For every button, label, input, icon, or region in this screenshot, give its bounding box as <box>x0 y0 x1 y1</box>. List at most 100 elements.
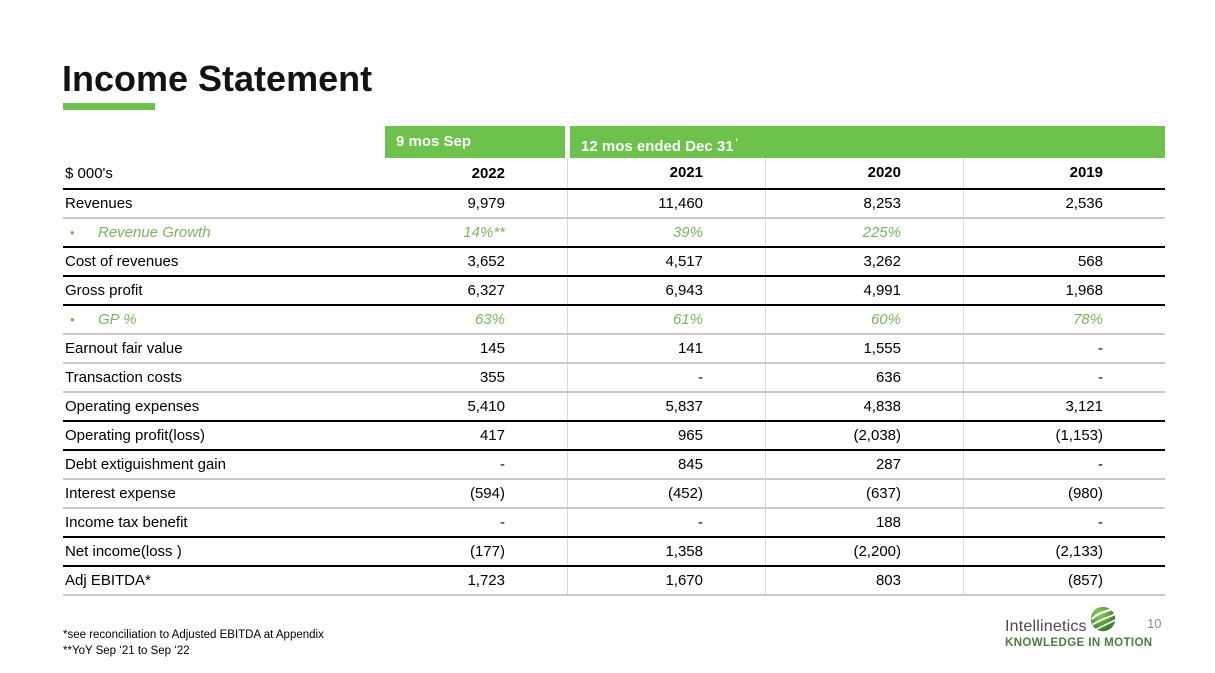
row-value-2019: - <box>963 364 1165 391</box>
footnote-mark: ' <box>735 137 738 147</box>
row-label-text: GP % <box>98 311 137 328</box>
row-value-2020: 60% <box>765 306 963 333</box>
row-value-2021: - <box>567 509 765 536</box>
row-label: Cost of revenues <box>63 253 385 270</box>
table-row: Interest expense (594) (452) (637) (980) <box>63 480 1165 509</box>
table-group-header-row: 9 mos Sep 12 mos ended Dec 31 ' <box>63 126 1165 158</box>
unit-label: $ 000's <box>65 164 113 182</box>
table-body: Revenues 9,979 11,460 8,253 2,536 • Revenue Gr… <box>63 190 1165 596</box>
row-value-2022: 63% <box>474 311 505 328</box>
row-value-2021: 39% <box>567 219 765 246</box>
row-label-text: Interest expense <box>65 485 176 502</box>
row-label: Operating profit(loss) <box>63 427 385 444</box>
row-label: Interest expense <box>63 485 385 502</box>
year-header-2021: 2021 <box>567 158 765 188</box>
group-header-label: 12 mos ended Dec 31 <box>581 138 734 155</box>
row-label: Earnout fair value <box>63 340 385 357</box>
row-value-2021: 1,358 <box>567 538 765 565</box>
row-value-2021: 4,517 <box>567 248 765 275</box>
row-label: Debt extiguishment gain <box>63 456 385 473</box>
row-value-2021: 141 <box>567 335 765 362</box>
row-value-2019: (2,133) <box>963 538 1165 565</box>
table-row: • GP % 63% 61% 60% 78% <box>63 306 1165 335</box>
row-value-2021: 845 <box>567 451 765 478</box>
row-value-2019: 568 <box>963 248 1165 275</box>
bullet-icon: • <box>70 312 75 327</box>
row-label: Transaction costs <box>63 369 385 386</box>
row-label-text: Adj EBITDA* <box>65 572 151 589</box>
row-label: Adj EBITDA* <box>63 572 385 589</box>
row-value-2019: (980) <box>963 480 1165 507</box>
row-value-2022: - <box>500 514 505 531</box>
row-value-2022: 417 <box>479 427 505 444</box>
row-label-text: Operating profit(loss) <box>65 427 206 444</box>
row-value-2019: 3,121 <box>963 393 1165 420</box>
table-row: Net income(loss ) (177) 1,358 (2,200) (2,133… <box>63 538 1165 567</box>
row-value-2020: 4,991 <box>765 277 963 304</box>
row-value-2020: (637) <box>765 480 963 507</box>
table-row: Operating profit(loss) 417 965 (2,038) (1,15… <box>63 422 1165 451</box>
row-value-2022: 1,723 <box>467 572 505 589</box>
row-label-text: Earnout fair value <box>65 340 183 357</box>
row-label: • Revenue Growth <box>63 224 385 241</box>
row-value-2021: 1,670 <box>567 567 765 594</box>
table-row: Operating expenses 5,410 5,837 4,838 3,121 <box>63 393 1165 422</box>
row-label-text: Debt extiguishment gain <box>65 456 226 473</box>
row-value-2021: (452) <box>567 480 765 507</box>
row-label: Operating expenses <box>63 398 385 415</box>
bullet-icon: • <box>70 225 75 240</box>
footnotes: *see reconciliation to Adjusted EBITDA a… <box>63 627 324 659</box>
row-value-2020: 1,555 <box>765 335 963 362</box>
row-value-2020: 188 <box>765 509 963 536</box>
row-value-2020: 8,253 <box>765 190 963 217</box>
row-value-2019: 1,968 <box>963 277 1165 304</box>
table-row: Income tax benefit - -188- <box>63 509 1165 538</box>
row-value-2022: 3,652 <box>467 253 505 270</box>
page-number: 10 <box>1147 616 1162 631</box>
row-value-2020: (2,038) <box>765 422 963 449</box>
row-value-2019: (1,153) <box>963 422 1165 449</box>
row-value-2020: 4,838 <box>765 393 963 420</box>
row-label: Income tax benefit <box>63 514 385 531</box>
row-label: Net income(loss ) <box>63 543 385 560</box>
row-value-2020: 287 <box>765 451 963 478</box>
row-value-2019: - <box>963 509 1165 536</box>
title-underline <box>63 103 155 110</box>
row-label-text: Operating expenses <box>65 398 200 415</box>
table-row: Adj EBITDA* 1,723 1,670 803 (857) <box>63 567 1165 596</box>
table-row: Earnout fair value 145 141 1,555- <box>63 335 1165 364</box>
row-label: Gross profit <box>63 282 385 299</box>
row-value-2020: 803 <box>765 567 963 594</box>
footnote-1: *see reconciliation to Adjusted EBITDA a… <box>63 629 324 641</box>
row-value-2019: 2,536 <box>963 190 1165 217</box>
row-value-2022: 14%** <box>463 224 505 241</box>
row-value-2022: (594) <box>469 485 505 502</box>
group-header-9mos: 9 mos Sep <box>385 126 565 158</box>
row-value-2022: (177) <box>469 543 505 560</box>
row-value-2021: 6,943 <box>567 277 765 304</box>
row-value-2019 <box>963 219 1165 246</box>
row-value-2019: 78% <box>963 306 1165 333</box>
footer-logo: Intellinetics 10 <box>1005 604 1185 649</box>
table-year-header-row: $ 000's 2022 2021 2020 2019 <box>63 158 1165 190</box>
row-value-2021: 965 <box>567 422 765 449</box>
row-value-2021: 11,460 <box>567 190 765 217</box>
table-row: Cost of revenues 3,652 4,517 3,262 568 <box>63 248 1165 277</box>
row-value-2020: 225% <box>765 219 963 246</box>
row-value-2022: 9,979 <box>467 195 505 212</box>
row-label-text: Net income(loss ) <box>65 543 182 560</box>
logo-globe-icon <box>1088 604 1118 639</box>
row-label-text: Revenues <box>65 195 133 212</box>
row-value-2021: 61% <box>567 306 765 333</box>
table-row: • Revenue Growth 14%** 39% 225% <box>63 219 1165 248</box>
table-row: Transaction costs 355 -636- <box>63 364 1165 393</box>
income-statement-table: 9 mos Sep 12 mos ended Dec 31 ' $ 000's 2… <box>63 126 1165 596</box>
row-label-text: Income tax benefit <box>65 514 188 531</box>
row-value-2022: 5,410 <box>467 398 505 415</box>
group-header-12mos: 12 mos ended Dec 31 ' <box>570 126 1165 158</box>
row-value-2020: (2,200) <box>765 538 963 565</box>
group-header-spacer <box>63 126 385 158</box>
row-label: • GP % <box>63 311 385 328</box>
row-value-2022: - <box>500 456 505 473</box>
